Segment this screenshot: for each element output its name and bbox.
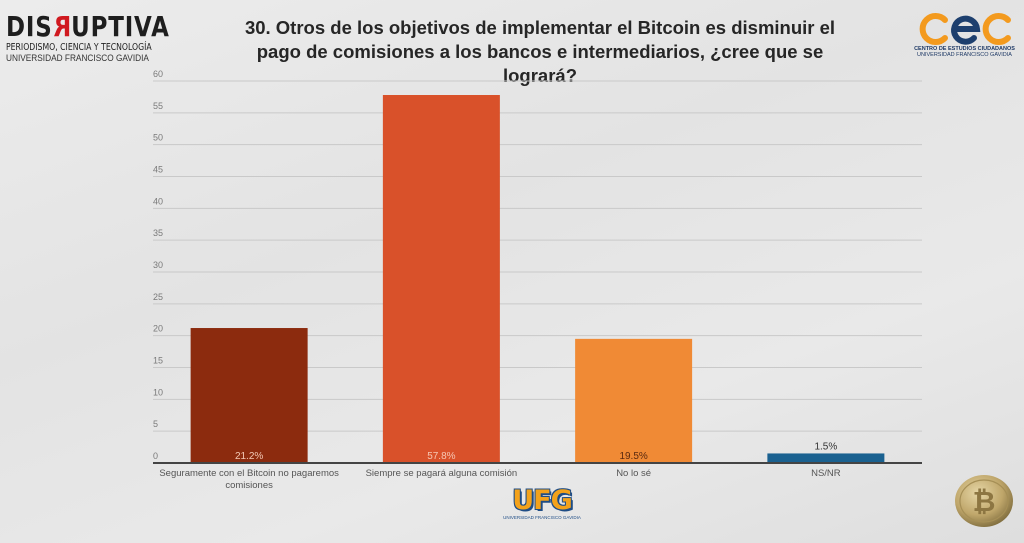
cec-name: CENTRO DE ESTUDIOS CIUDADANOS xyxy=(914,46,1015,52)
y-tick-label: 55 xyxy=(153,101,163,111)
data-label: 1.5% xyxy=(814,441,837,452)
ufg-logo: UFG UNIVERSIDAD FRANCISCO GAVIDIA xyxy=(497,485,587,521)
y-tick-label: 45 xyxy=(153,165,163,175)
data-label: 19.5% xyxy=(619,451,647,462)
y-tick-label: 60 xyxy=(153,69,163,79)
bar xyxy=(575,338,693,463)
ufg-subtitle: UNIVERSIDAD FRANCISCO GAVIDIA xyxy=(503,515,581,520)
disruptiva-logo: DISRUPTIVA PERIODISMO, CIENCIA Y TECNOLO… xyxy=(6,10,170,63)
y-tick-label: 50 xyxy=(153,133,163,143)
cec-logo-mark xyxy=(919,13,1011,45)
y-tick-label: 10 xyxy=(153,387,163,397)
bitcoin-coin-icon: ₿ xyxy=(955,475,1013,527)
cec-institution: UNIVERSIDAD FRANCISCO GAVIDIA xyxy=(917,52,1012,58)
y-tick-label: 30 xyxy=(153,260,163,270)
category-label: NS/NR xyxy=(811,468,841,479)
y-axis-ticks: 0 5 10 15 20 25 30 35 40 45 50 55 60 xyxy=(153,69,163,461)
y-tick-label: 0 xyxy=(153,451,158,461)
bars xyxy=(190,95,885,464)
disruptiva-wordmark: DISRUPTIVA xyxy=(6,10,170,43)
disruptiva-institution: UNIVERSIDAD FRANCISCO GAVIDIA xyxy=(6,53,149,63)
bar xyxy=(382,95,500,464)
disruptiva-tagline: PERIODISMO, CIENCIA Y TECNOLOGÍA xyxy=(6,42,152,53)
category-label: Siempre se pagará alguna comisión xyxy=(366,468,518,479)
y-tick-label: 40 xyxy=(153,196,163,206)
bar xyxy=(767,453,885,463)
y-tick-label: 25 xyxy=(153,292,163,302)
category-label: Seguramente con el Bitcoin no pagaremos xyxy=(159,468,339,479)
ufg-wordmark: UFG xyxy=(512,485,573,516)
data-label: 57.8% xyxy=(427,451,455,462)
y-tick-label: 15 xyxy=(153,356,163,366)
y-tick-label: 5 xyxy=(153,419,158,429)
category-label: comisiones xyxy=(225,480,273,491)
data-label: 21.2% xyxy=(235,451,263,462)
data-labels: 21.2% 57.8% 19.5% 1.5% xyxy=(235,441,837,462)
y-tick-label: 35 xyxy=(153,228,163,238)
y-tick-label: 20 xyxy=(153,324,163,334)
cec-logo: CENTRO DE ESTUDIOS CIUDADANOS UNIVERSIDA… xyxy=(912,10,1017,58)
category-labels: Seguramente con el Bitcoin no pagaremosc… xyxy=(159,468,840,491)
svg-text:₿: ₿ xyxy=(973,485,996,518)
category-label: No lo sé xyxy=(616,468,651,479)
bar xyxy=(190,328,308,463)
